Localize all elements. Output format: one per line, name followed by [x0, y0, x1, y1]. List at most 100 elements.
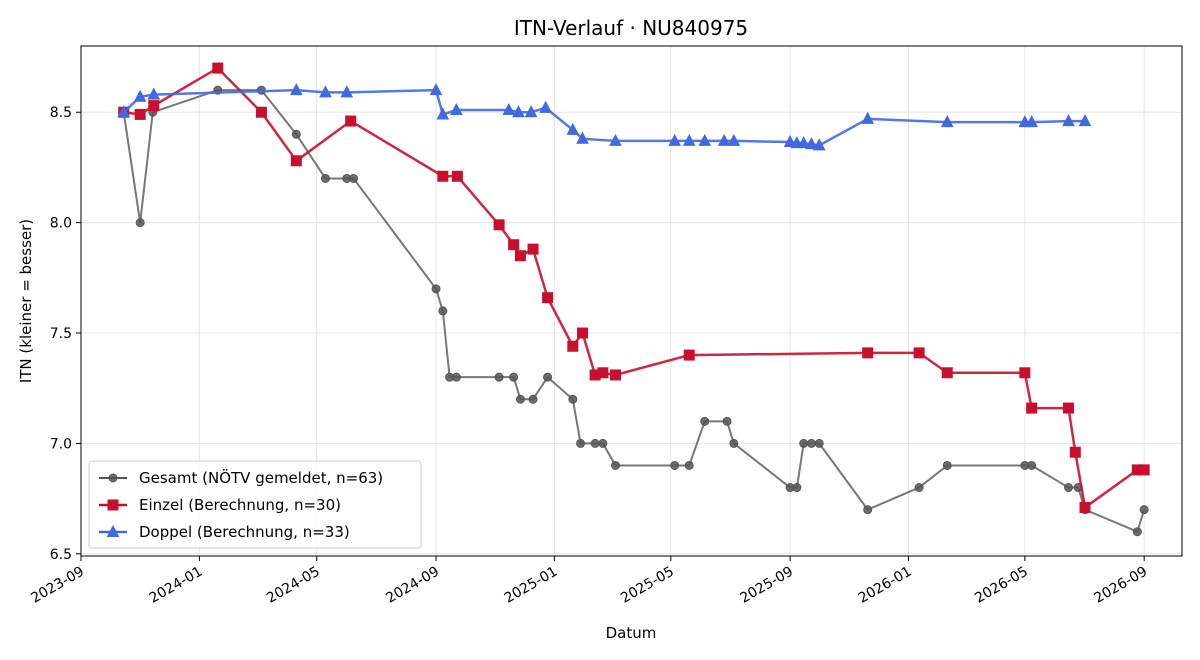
data-point: [792, 483, 802, 493]
data-point: [134, 108, 146, 120]
data-point: [567, 340, 579, 352]
x-tick-label: 2026-05: [972, 564, 1031, 607]
data-point: [1132, 527, 1142, 537]
data-point: [727, 133, 741, 146]
data-point: [862, 347, 874, 359]
data-point: [1064, 483, 1074, 493]
x-tick-label: 2024-01: [147, 564, 206, 607]
x-tick-label: 2026-01: [856, 564, 915, 607]
legend-marker: [107, 499, 119, 511]
data-point: [610, 460, 620, 470]
data-point: [437, 170, 449, 182]
data-point: [1063, 402, 1075, 414]
x-tick-label: 2025-09: [737, 564, 796, 607]
data-point: [509, 372, 519, 382]
data-point: [1079, 501, 1091, 513]
data-point: [212, 62, 224, 74]
plot-frame: [80, 45, 1183, 557]
data-point: [349, 173, 359, 183]
data-point: [597, 367, 609, 379]
data-point: [291, 129, 301, 139]
x-tick-label: 2024-05: [264, 564, 323, 607]
data-point: [1026, 402, 1038, 414]
data-point: [863, 505, 873, 515]
chart-title: ITN-Verlauf · NU840975: [514, 16, 748, 40]
series-2: [118, 62, 1150, 513]
data-point: [135, 218, 145, 228]
data-point: [914, 483, 924, 493]
data-point: [1139, 505, 1149, 515]
y-tick-label: 8.0: [50, 216, 72, 232]
legend-label: Gesamt (NÖTV gemeldet, n=63): [139, 468, 383, 487]
legend-label: Einzel (Berechnung, n=30): [139, 496, 341, 514]
data-point: [682, 133, 696, 146]
data-point: [683, 349, 695, 361]
data-point: [436, 107, 450, 120]
data-point: [524, 105, 538, 118]
data-point: [340, 85, 354, 98]
data-point: [450, 102, 463, 116]
y-axis-label: ITN (kleiner = besser): [17, 219, 35, 383]
data-point: [576, 131, 589, 144]
data-point: [590, 438, 600, 448]
data-point: [451, 170, 463, 182]
legend-item: Einzel (Berechnung, n=30): [99, 496, 341, 514]
data-point: [528, 394, 538, 404]
x-tick-label: 2025-05: [618, 564, 677, 607]
data-point: [255, 106, 267, 118]
data-point: [812, 138, 826, 151]
data-point: [576, 438, 586, 448]
y-tick-label: 7.0: [50, 436, 72, 452]
legend-marker: [106, 524, 120, 537]
data-point: [494, 372, 504, 382]
legend-marker: [108, 473, 118, 483]
x-tick-label: 2025-01: [502, 564, 561, 607]
x-axis: 2023-09 2024-01 2024-05 2024-09 2025-01 2025-…: [28, 556, 1150, 607]
data-point: [431, 284, 441, 294]
data-point: [147, 87, 161, 100]
data-point: [319, 85, 332, 98]
series-3: [117, 83, 1092, 151]
grid: [80, 46, 1182, 556]
data-point: [508, 239, 520, 251]
data-point: [512, 105, 525, 118]
data-point: [941, 367, 953, 379]
data-point: [806, 438, 816, 448]
data-point: [1078, 113, 1092, 127]
data-point: [1027, 460, 1037, 470]
data-point: [438, 306, 448, 316]
data-point: [670, 460, 680, 470]
data-point: [684, 460, 694, 470]
data-point: [429, 83, 443, 96]
x-axis-label: Datum: [606, 624, 657, 642]
data-point: [320, 173, 330, 183]
x-tick-label: 2026-09: [1092, 564, 1151, 607]
data-point: [502, 102, 516, 116]
data-point: [542, 292, 554, 304]
data-point: [861, 111, 875, 124]
data-point: [609, 133, 622, 146]
y-tick-label: 7.5: [50, 326, 72, 342]
data-point: [942, 460, 952, 470]
series-line: [122, 88, 1085, 147]
data-point: [805, 137, 818, 150]
data-point: [814, 438, 824, 448]
data-point: [539, 100, 552, 113]
series-line: [123, 66, 1145, 509]
data-point: [515, 394, 525, 404]
data-point: [1138, 464, 1150, 476]
data-point: [729, 438, 739, 448]
data-point: [493, 219, 505, 231]
data-point: [722, 416, 732, 426]
data-point: [700, 416, 710, 426]
x-tick-label: 2023-09: [28, 564, 87, 607]
y-tick-label: 8.5: [50, 105, 72, 121]
data-point: [566, 122, 580, 135]
legend-label: Doppel (Berechnung, n=33): [139, 523, 350, 541]
data-point: [1025, 115, 1038, 128]
data-point: [668, 133, 681, 146]
series-layer: [117, 62, 1150, 537]
data-point: [148, 100, 160, 112]
legend-box: [88, 460, 422, 549]
